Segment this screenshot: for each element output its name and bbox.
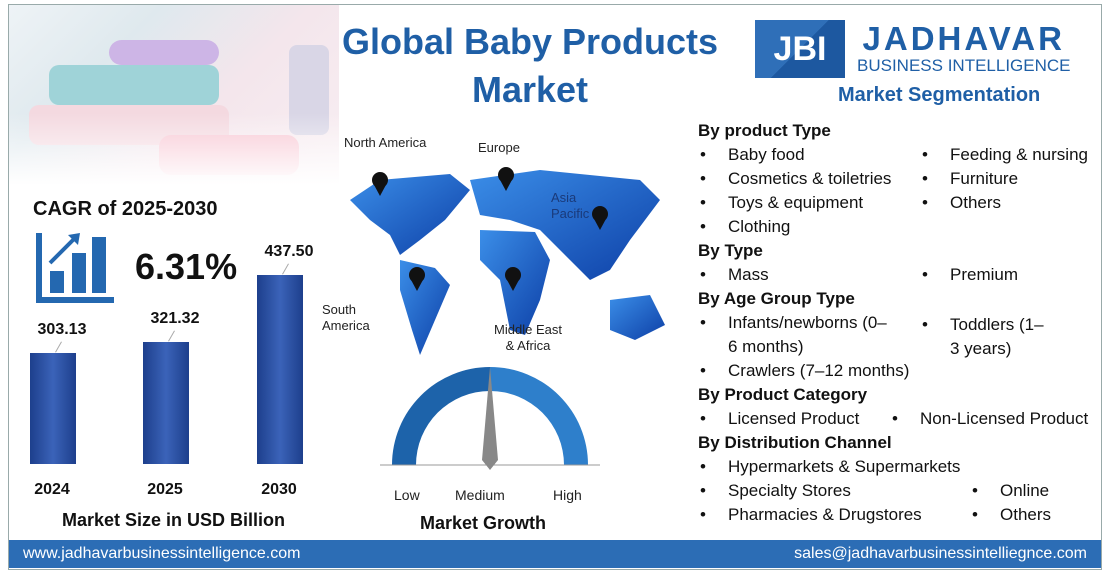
map-pin-icon — [409, 267, 425, 291]
cagr-label: CAGR of 2025-2030 — [33, 198, 218, 220]
bar-2025 — [143, 342, 189, 464]
website-link[interactable]: www.jadhavarbusinessintelligence.com — [23, 545, 301, 562]
region-label: Europe — [478, 140, 520, 155]
gauge-needle — [482, 367, 498, 470]
region-label: North America — [344, 135, 427, 150]
segment-heading: By Type — [698, 241, 763, 260]
region-label: South America — [322, 302, 370, 333]
segment-item: Pharmacies & Drugstores — [698, 503, 970, 527]
infographic-frame — [8, 4, 1102, 570]
europe-asia-shape — [470, 170, 660, 280]
bar-value-label: 321.32 — [150, 310, 200, 328]
logo-mark: JBI — [755, 20, 845, 78]
gauge-label-high: High — [553, 487, 582, 503]
map-pin-icon — [592, 206, 608, 230]
photo-fade — [9, 5, 339, 185]
segment-item: Non-Licensed Product — [890, 407, 1088, 431]
email-link[interactable]: sales@jadhavarbusinessintelliegnce.com — [794, 545, 1087, 562]
segment-item: Clothing — [698, 215, 920, 239]
australia-shape — [610, 295, 665, 340]
title-line-2: Market — [471, 69, 589, 110]
region-label: Middle East & Africa — [494, 322, 562, 353]
segment-item: Others — [920, 191, 1088, 215]
company-logo: JBI JADHAVAR BUSINESS INTELLIGENCE — [755, 20, 1071, 78]
segment-heading: By Product Category — [698, 385, 868, 404]
map-pin-icon — [505, 267, 521, 291]
gauge-title: Market Growth — [420, 513, 547, 533]
segment-item: Premium — [920, 263, 1018, 287]
segment-item: Specialty Stores — [698, 479, 970, 503]
region-label: Asia Pacific — [551, 190, 590, 221]
bar-2030 — [257, 275, 303, 464]
segment-item: Infants/newborns (0–6 months) — [698, 311, 888, 359]
north-america-shape — [350, 174, 470, 255]
segment-item: Mass — [698, 263, 920, 287]
bar-2024 — [30, 352, 76, 464]
south-america-shape — [400, 260, 450, 355]
segment-item: Baby food — [698, 143, 920, 167]
gauge-label-low: Low — [394, 487, 420, 503]
segment-item: Hypermarkets & Supermarkets — [698, 455, 1018, 479]
baby-products-photo — [9, 5, 339, 185]
segment-item: Online — [970, 479, 1051, 503]
segment-item: Licensed Product — [698, 407, 890, 431]
x-axis-label: Market Size in USD Billion — [62, 510, 286, 530]
map-pin-icon — [498, 167, 514, 191]
segment-item: Cosmetics & toiletries — [698, 167, 920, 191]
x-tick-label: 2024 — [34, 481, 70, 498]
segment-heading: By Age Group Type — [698, 289, 855, 308]
segment-item: Toddlers (1–3 years) — [920, 313, 1050, 361]
x-tick-label: 2030 — [261, 481, 297, 498]
logo-name: JADHAVAR — [862, 20, 1065, 57]
map-pin-icon — [372, 172, 388, 196]
segment-heading: By product Type — [698, 121, 831, 140]
segment-item: Furniture — [920, 167, 1088, 191]
bar-value-label: 303.13 — [37, 320, 87, 338]
page-title: Global Baby Products Market — [320, 18, 740, 114]
segment-item: Crawlers (7–12 months) — [698, 359, 920, 383]
footer-bar: www.jadhavarbusinessintelligence.com sal… — [9, 540, 1101, 568]
world-map — [350, 167, 665, 355]
segment-heading: By Distribution Channel — [698, 433, 892, 452]
segment-item: Others — [970, 503, 1051, 527]
logo-subtitle: BUSINESS INTELLIGENCE — [857, 56, 1071, 75]
x-tick-label: 2025 — [147, 481, 183, 498]
market-growth-gauge — [380, 367, 600, 470]
gauge-label-medium: Medium — [455, 487, 505, 503]
segmentation-title: Market Segmentation — [838, 84, 1041, 106]
growth-chart-icon — [36, 233, 114, 303]
cagr-value: 6.31% — [135, 246, 238, 287]
title-line-1: Global Baby Products — [341, 21, 719, 62]
bar-value-label: 437.50 — [264, 243, 314, 261]
segment-item: Toys & equipment — [698, 191, 920, 215]
segment-item: Feeding & nursing — [920, 143, 1088, 167]
market-segmentation-list: By product Type Baby food Cosmetics & to… — [698, 119, 1103, 527]
